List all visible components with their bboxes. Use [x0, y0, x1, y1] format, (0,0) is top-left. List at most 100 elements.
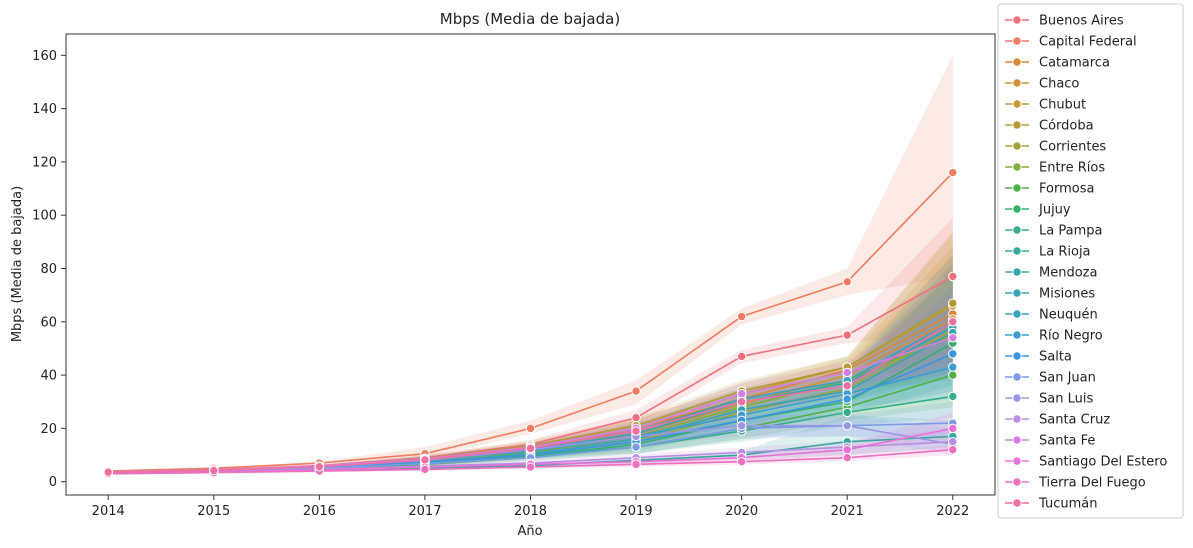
y-tick-label: 60 [40, 315, 57, 330]
legend-swatch-marker [1012, 267, 1022, 277]
legend-entry: Santa Cruz [1039, 413, 1110, 428]
legend-swatch-marker [1012, 372, 1022, 382]
legend-entry: Tucumán [1038, 497, 1097, 512]
y-tick-label: 120 [32, 155, 57, 170]
legend-entry: Tierra Del Fuego [1038, 476, 1146, 491]
legend-swatch-marker [1012, 225, 1022, 235]
data-point [948, 370, 958, 380]
data-point [948, 298, 958, 308]
legend-swatch-marker [1012, 78, 1022, 88]
x-tick-label: 2020 [725, 504, 758, 519]
legend-entry: Río Negro [1039, 329, 1103, 344]
data-point [948, 167, 958, 178]
legend-swatch-marker [1012, 15, 1022, 25]
data-point [948, 391, 958, 402]
data-point [948, 333, 958, 343]
x-tick-label: 2021 [831, 504, 864, 519]
x-tick-label: 2022 [936, 504, 969, 519]
data-point [842, 394, 852, 404]
band-0 [108, 217, 953, 473]
y-tick-label: 20 [40, 422, 57, 437]
data-point [842, 367, 852, 378]
legend-entry: Entre Ríos [1039, 161, 1105, 176]
legend-entry: La Rioja [1039, 245, 1091, 260]
legend-swatch-marker [1012, 120, 1022, 130]
series-markers [103, 167, 958, 479]
y-axis: 0 20 40 60 80 100 120 140 160 [32, 49, 66, 490]
data-point [948, 437, 958, 447]
data-point [525, 423, 536, 434]
data-point [631, 413, 641, 423]
x-tick-label: 2017 [408, 504, 441, 519]
data-point [420, 464, 430, 475]
x-tick-label: 2018 [514, 504, 547, 519]
legend-swatch-marker [1012, 309, 1022, 319]
legend-entry: Corrientes [1039, 140, 1106, 155]
data-point [842, 330, 852, 340]
legend-swatch-marker [1012, 204, 1022, 214]
legend-entry: Chubut [1039, 98, 1086, 113]
legend-swatch-marker [1012, 498, 1022, 508]
y-tick-label: 40 [40, 369, 57, 384]
data-point [842, 444, 852, 455]
legend-swatch-marker [1012, 414, 1022, 424]
data-point [736, 351, 747, 362]
legend-swatch-marker [1012, 57, 1022, 67]
y-tick-label: 100 [32, 209, 57, 224]
data-point [948, 271, 958, 282]
data-point [631, 426, 641, 436]
legend-entry: San Luis [1039, 392, 1093, 407]
legend-swatch-marker [1012, 330, 1022, 340]
data-point [948, 444, 958, 455]
legend-swatch-marker [1012, 477, 1022, 487]
data-point [525, 443, 536, 454]
data-point [103, 467, 113, 477]
legend-swatch-marker [1012, 393, 1022, 403]
x-tick-label: 2016 [303, 504, 336, 519]
legend: Buenos Aires Capital Federal Catamarca Chac… [997, 3, 1184, 519]
legend-swatch-marker [1012, 36, 1022, 46]
legend-entry: Santiago Del Estero [1039, 455, 1167, 470]
data-point [736, 311, 747, 322]
legend-swatch-marker [1012, 435, 1022, 445]
data-point [736, 397, 747, 407]
data-point [209, 465, 219, 476]
legend-swatch-marker [1012, 288, 1022, 298]
data-point [842, 407, 852, 418]
legend-entry: San Juan [1039, 371, 1096, 386]
data-point [948, 349, 958, 359]
legend-swatch-marker [1012, 246, 1022, 256]
data-point [842, 381, 852, 391]
legend-box [997, 3, 1184, 519]
legend-entry: Córdoba [1039, 119, 1094, 134]
data-point [842, 452, 852, 463]
legend-entry: Salta [1039, 350, 1072, 365]
band-11 [108, 415, 953, 475]
legend-swatch-marker [1012, 99, 1022, 109]
legend-entry: Santa Fe [1039, 434, 1095, 449]
legend-swatch-marker [1012, 351, 1022, 361]
data-point [631, 459, 641, 470]
legend-entry: Buenos Aires [1039, 14, 1124, 29]
band-8 [108, 321, 953, 475]
x-tick-label: 2014 [92, 504, 125, 519]
legend-entry: Capital Federal [1039, 35, 1137, 50]
legend-swatch-marker [1012, 162, 1022, 172]
data-point [842, 277, 852, 287]
legend-entry: Mendoza [1039, 266, 1097, 281]
data-point [948, 423, 958, 434]
data-point [842, 421, 852, 431]
x-tick-label: 2019 [620, 504, 653, 519]
y-tick-label: 0 [49, 475, 57, 490]
data-point [736, 421, 747, 431]
chart-title: Mbps (Media de bajada) [440, 10, 620, 28]
data-point [525, 462, 536, 472]
legend-swatch-marker [1012, 183, 1022, 193]
data-point [631, 442, 641, 452]
y-tick-label: 160 [32, 49, 57, 64]
y-tick-label: 140 [32, 102, 57, 117]
data-point [948, 317, 958, 327]
legend-entry: Formosa [1039, 182, 1094, 197]
data-point [736, 456, 747, 467]
